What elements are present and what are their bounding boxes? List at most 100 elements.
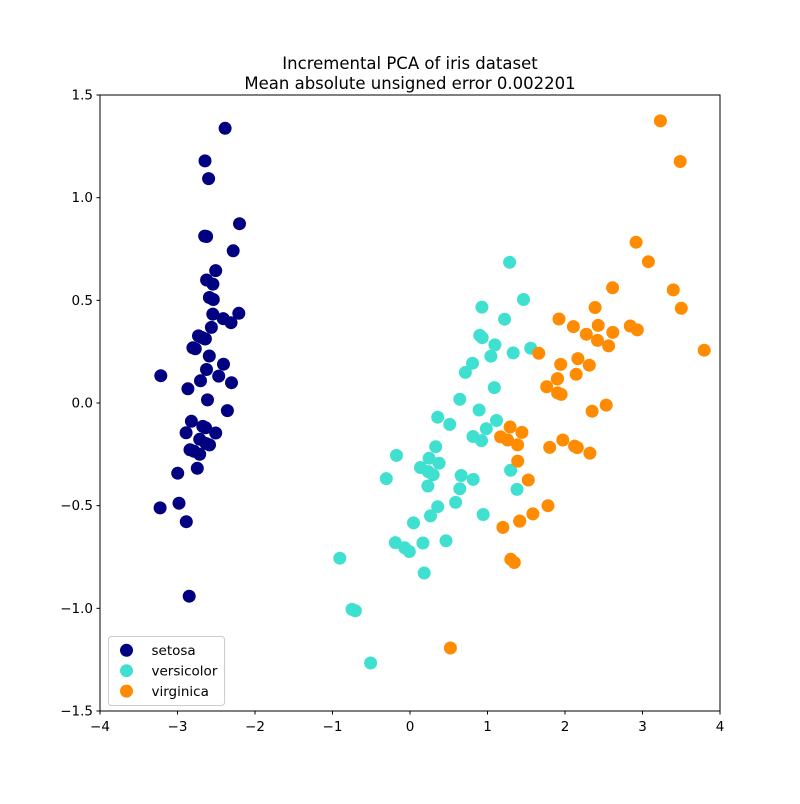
scatter-point-virginica — [566, 320, 580, 334]
scatter-point-setosa — [153, 501, 167, 515]
scatter-point-setosa — [190, 461, 204, 475]
x-tick-label: 1 — [483, 719, 492, 735]
scatter-point-versicolor — [490, 414, 503, 427]
scatter-point-virginica — [494, 430, 508, 444]
x-axis: −4 −3 −2 −1 0 1 2 3 4 — [90, 711, 724, 735]
chart-subtitle: Mean absolute unsigned error 0.002201 — [244, 74, 575, 93]
scatter-point-versicolor — [466, 430, 480, 443]
scatter-point-setosa — [194, 374, 207, 388]
scatter-point-versicolor — [431, 500, 445, 514]
scatter-point-setosa — [188, 342, 202, 356]
scatter-point-versicolor — [487, 381, 501, 395]
scatter-point-setosa — [154, 369, 168, 383]
scatter-point-setosa — [184, 414, 198, 428]
scatter-point-virginica — [591, 318, 605, 332]
legend-marker-versicolor — [120, 664, 133, 678]
scatter-point-virginica — [674, 301, 688, 315]
legend-label-virginica: virginica — [152, 684, 209, 700]
scatter-point-versicolor — [443, 417, 457, 431]
scatter-point-setosa — [198, 332, 212, 346]
y-tick-label: −1.5 — [60, 704, 93, 720]
scatter-point-versicolor — [454, 469, 468, 482]
scatter-point-setosa — [217, 357, 230, 371]
scatter-point-setosa — [233, 217, 246, 231]
scatter-point-virginica — [583, 446, 597, 460]
scatter-point-setosa — [171, 466, 185, 480]
scatter-point-setosa — [199, 421, 213, 435]
scatter-point-versicolor — [504, 463, 518, 477]
x-tick-label: 3 — [638, 719, 647, 735]
scatter-point-virginica — [629, 235, 643, 249]
x-tick-label: 4 — [716, 719, 725, 735]
scatter-point-virginica — [623, 319, 637, 333]
legend: setosa versicolor virginica — [108, 636, 225, 706]
scatter-point-versicolor — [364, 656, 378, 670]
scatter-point-setosa — [216, 312, 230, 326]
scatter-point-versicolor — [476, 508, 490, 521]
scatter-point-virginica — [515, 425, 529, 439]
y-tick-label: 1.5 — [72, 88, 93, 104]
x-tick-label: 2 — [561, 719, 570, 735]
scatter-point-virginica — [606, 281, 620, 295]
scatter-point-versicolor — [466, 356, 479, 370]
scatter-point-virginica — [541, 499, 555, 513]
scatter-point-versicolor — [453, 392, 467, 406]
legend-label-versicolor: versicolor — [152, 664, 218, 680]
scatter-point-virginica — [606, 325, 620, 339]
scatter-point-setosa — [198, 229, 212, 243]
scatter-point-virginica — [526, 507, 540, 521]
scatter-point-setosa — [179, 426, 193, 440]
scatter-point-setosa — [179, 515, 193, 529]
scatter-point-virginica — [532, 346, 546, 360]
scatter-point-setosa — [203, 438, 216, 452]
scatter-point-virginica — [550, 372, 564, 386]
scatter-point-setosa — [204, 320, 218, 334]
scatter-point-setosa — [209, 264, 223, 278]
scatter-point-versicolor — [498, 312, 512, 326]
scatter-point-versicolor — [429, 440, 443, 454]
scatter-point-virginica — [513, 514, 527, 528]
scatter-point-virginica — [570, 441, 584, 455]
scatter-point-virginica — [443, 641, 457, 655]
y-tick-label: 0.0 — [72, 396, 93, 412]
scatter-point-virginica — [496, 520, 510, 534]
scatter-point-versicolor — [458, 365, 472, 379]
scatter-point-virginica — [552, 312, 566, 326]
y-tick-label: −1.0 — [60, 601, 93, 617]
scatter-point-versicolor — [333, 551, 347, 565]
scatter-point-versicolor — [475, 300, 489, 314]
legend-box — [108, 636, 225, 706]
scatter-point-virginica — [540, 380, 554, 394]
scatter-point-virginica — [602, 339, 616, 353]
scatter-point-versicolor — [473, 328, 487, 342]
x-tick-label: −4 — [90, 719, 110, 735]
scatter-point-virginica — [543, 440, 557, 454]
scatter-point-versicolor — [439, 534, 453, 548]
scatter-point-virginica — [511, 438, 525, 452]
scatter-point-versicolor — [488, 338, 502, 352]
scatter-point-versicolor — [517, 293, 530, 306]
scatter-point-virginica — [666, 283, 680, 297]
scatter-point-versicolor — [431, 410, 445, 424]
scatter-point-versicolor — [506, 346, 520, 360]
scatter-point-versicolor — [479, 422, 493, 436]
scatter-point-versicolor — [379, 472, 393, 486]
scatter-point-virginica — [554, 357, 568, 371]
scatter-point-versicolor — [390, 448, 403, 462]
scatter-point-setosa — [201, 393, 214, 407]
scatter-point-virginica — [582, 358, 596, 372]
scatter-point-virginica — [571, 352, 585, 366]
scatter-point-setosa — [181, 382, 195, 396]
scatter-point-versicolor — [449, 495, 463, 509]
scatter-point-versicolor — [484, 349, 498, 363]
chart-title: Incremental PCA of iris dataset — [282, 54, 538, 73]
scatter-point-setosa — [202, 172, 216, 186]
scatter-point-setosa — [209, 426, 223, 440]
scatter-point-virginica — [697, 343, 711, 357]
scatter-point-versicolor — [422, 451, 436, 465]
scatter-point-setosa — [226, 244, 240, 258]
scatter-point-virginica — [569, 367, 583, 381]
scatter-point-versicolor — [407, 516, 420, 530]
